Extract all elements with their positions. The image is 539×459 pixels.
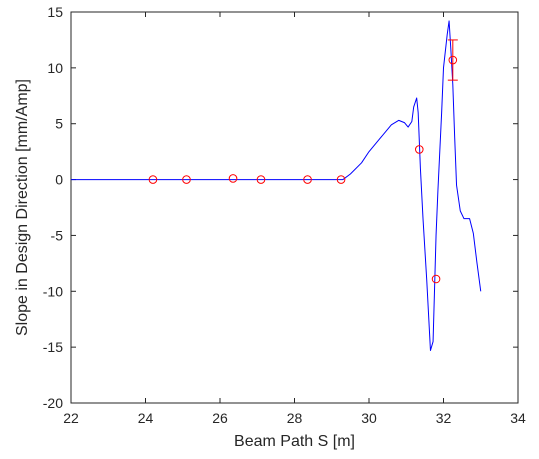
x-tick-label: 32 [436, 410, 452, 426]
y-tick-label: -20 [43, 395, 63, 411]
y-tick-label: -15 [43, 339, 63, 355]
y-tick-label: -5 [51, 227, 64, 243]
model-series-line [71, 20, 482, 351]
y-tick-label: 5 [55, 116, 63, 132]
y-tick-label: -10 [43, 283, 63, 299]
x-tick-label: 28 [287, 410, 303, 426]
data-point [148, 175, 158, 184]
x-tick-label: 26 [212, 410, 228, 426]
x-axis-label: Beam Path S [m] [234, 433, 355, 450]
y-tick-label: 10 [47, 60, 63, 76]
y-tick-label: 0 [55, 172, 63, 188]
x-tick-label: 30 [361, 410, 377, 426]
x-tick-label: 34 [510, 410, 526, 426]
data-point [256, 175, 266, 184]
axes-box [70, 11, 519, 404]
data-point [182, 175, 191, 184]
x-tick-label: 22 [63, 410, 79, 426]
data-point [303, 175, 312, 184]
data-point [414, 145, 424, 154]
y-axis-label: Slope in Design Direction [mm/Amp] [14, 79, 31, 336]
data-point [448, 55, 458, 65]
data-point [431, 274, 441, 284]
x-tick-label: 24 [138, 410, 154, 426]
plot-area: 22 24 26 28 30 32 34 -20 -15 -10 -5 0 5 10 15 [43, 4, 526, 426]
data-point [228, 174, 238, 183]
y-tick-label: 15 [47, 4, 63, 20]
data-point [336, 175, 346, 184]
